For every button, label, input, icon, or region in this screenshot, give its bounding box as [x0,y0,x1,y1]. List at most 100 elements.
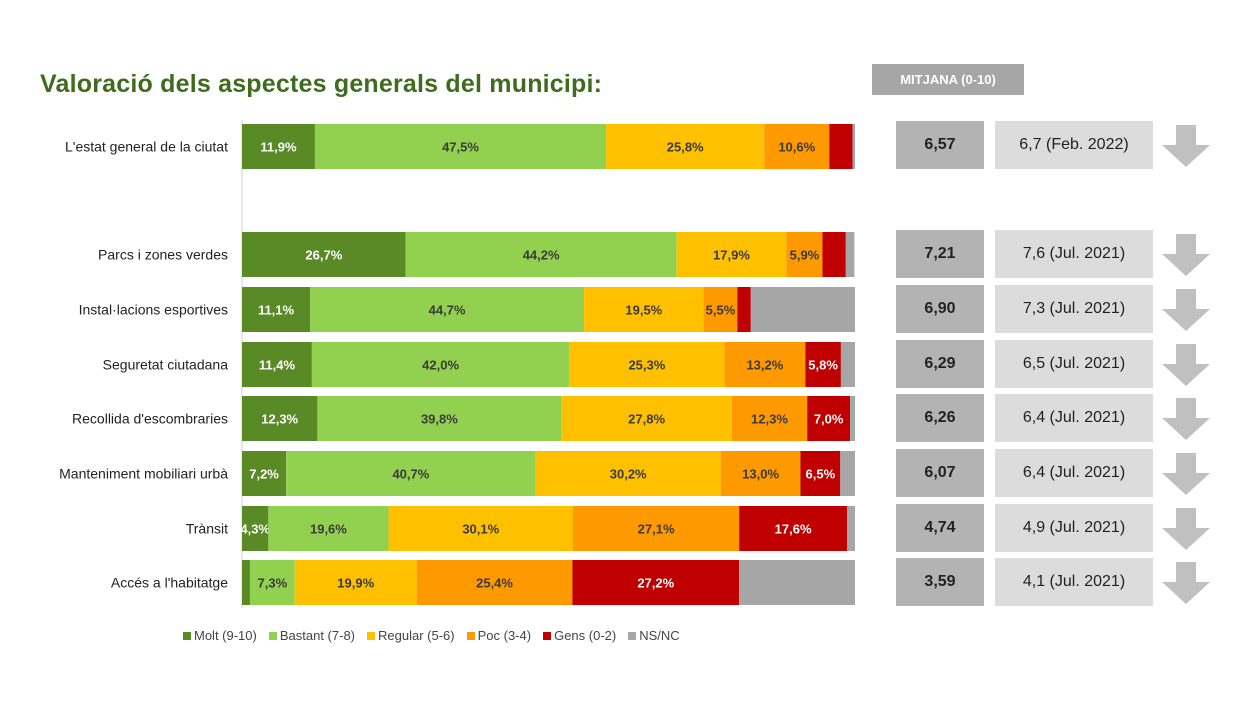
arrow-down-icon [1160,506,1212,554]
data-label: 25,4% [476,576,513,591]
legend-item-nsnc: NS/NC [628,628,680,643]
bar-segment-poc [786,232,823,277]
bar-segment-bastant [405,232,677,277]
legend-label: Bastant (7-8) [279,628,356,643]
category-label: Manteniment mobiliari urbà [59,466,228,482]
legend-item-poc: Poc (3-4) [466,628,532,643]
bar-segment-gens [739,506,848,551]
previous-value: 6,7 (Feb. 2022) [995,121,1153,169]
bar-segment-nsnc [739,560,855,605]
data-label: 12,3% [751,412,788,427]
data-label: 13,2% [746,358,783,373]
bar-segment-gens [737,287,751,332]
bar-segment-nsnc [750,287,855,332]
data-label: 5,5% [706,303,736,318]
data-label: 11,1% [258,303,295,318]
average-value: 4,74 [896,504,984,552]
bar-segment-poc [731,396,808,441]
legend-label: Regular (5-6) [378,628,455,643]
data-label: 7,3% [258,576,288,591]
bar-segment-bastant [286,451,536,496]
bar-segment-molt [242,124,315,169]
data-label: 19,6% [310,522,347,537]
data-label: 11,4% [259,358,296,373]
data-label: 42,0% [422,358,459,373]
bar-segment-regular [561,396,732,441]
data-label: 6,5% [806,467,836,482]
bar-segment-molt [242,396,318,441]
bar-segment-poc [573,506,740,551]
bar-segment-molt [242,342,312,387]
bar-segment-regular [584,287,704,332]
chart-title: Valoració dels aspectes generals del mun… [40,70,603,98]
data-label: 39,8% [421,412,458,427]
legend-item-regular: Regular (5-6) [367,628,455,643]
data-label: 44,7% [429,303,466,318]
bar-segment-regular [606,124,765,169]
previous-value: 4,1 (Jul. 2021) [995,558,1153,606]
average-value: 6,07 [896,449,984,497]
average-value: 6,90 [896,285,984,333]
bar-segment-poc [416,560,573,605]
previous-value: 6,4 (Jul. 2021) [995,394,1153,442]
previous-value: 6,4 (Jul. 2021) [995,449,1153,497]
bar-segment-regular [388,506,574,551]
data-label: 11,9% [260,140,297,155]
data-label: 19,9% [337,576,374,591]
data-label: 7,0% [814,412,844,427]
data-label: 13,0% [742,467,779,482]
data-label: 4,3% [240,522,270,537]
average-column-header: MITJANA (0-10) [872,64,1024,95]
category-label: Seguretat ciutadana [103,357,229,373]
legend-item-bastant: Bastant (7-8) [268,628,356,643]
bar-segment-gens [822,232,846,277]
bar-segment-poc [720,451,801,496]
category-label: Instal·lacions esportives [79,302,228,318]
legend-label: Gens (0-2) [554,628,617,643]
legend-label: NS/NC [639,628,680,643]
bar-segment-gens [805,342,841,387]
data-label: 17,6% [775,522,812,537]
legend-label: Poc (3-4) [477,628,532,643]
average-value: 6,26 [896,394,984,442]
legend-swatch [543,631,552,640]
previous-value: 7,3 (Jul. 2021) [995,285,1153,333]
average-value: 6,29 [896,340,984,388]
bar-segment-nsnc [845,232,855,277]
data-label: 27,1% [638,522,675,537]
data-label: 27,2% [637,576,674,591]
data-label: 30,1% [462,522,499,537]
data-label: 25,3% [628,358,665,373]
bar-segment-gens [829,124,853,169]
arrow-down-icon [1160,560,1212,608]
bar-segment-gens [572,560,740,605]
bar-segment-bastant [314,124,607,169]
legend-swatch [367,631,376,640]
category-label: Trànsit [186,521,228,537]
arrow-down-icon [1160,287,1212,335]
bar-segment-nsnc [840,451,855,496]
stacked-bar-chart: L'estat general de la ciutat 11,9% 47,5% 25… [59,120,855,608]
average-value: 7,21 [896,230,984,278]
data-label: 17,9% [713,248,750,263]
data-label: 26,7% [305,248,342,263]
bar-segment-bastant [317,396,562,441]
arrow-down-icon [1160,342,1212,390]
bar-segment-regular [294,560,417,605]
bar-segment-gens [807,396,851,441]
bar-segment-gens [800,451,841,496]
data-label: 5,9% [790,248,820,263]
bar-segment-nsnc [840,342,855,387]
data-label: 40,7% [392,467,429,482]
legend-swatch [268,631,277,640]
bar-segment-nsnc [847,506,855,551]
legend-item-molt: Molt (9-10) [183,628,257,643]
arrow-down-icon [1160,451,1212,499]
legend-swatch [183,631,191,640]
arrow-down-icon [1160,232,1212,280]
bar-segment-bastant [268,506,389,551]
category-label: L'estat general de la ciutat [65,139,228,155]
bar-segment-nsnc [850,396,855,441]
previous-value: 4,9 (Jul. 2021) [995,504,1153,552]
bar-segment-poc [764,124,830,169]
